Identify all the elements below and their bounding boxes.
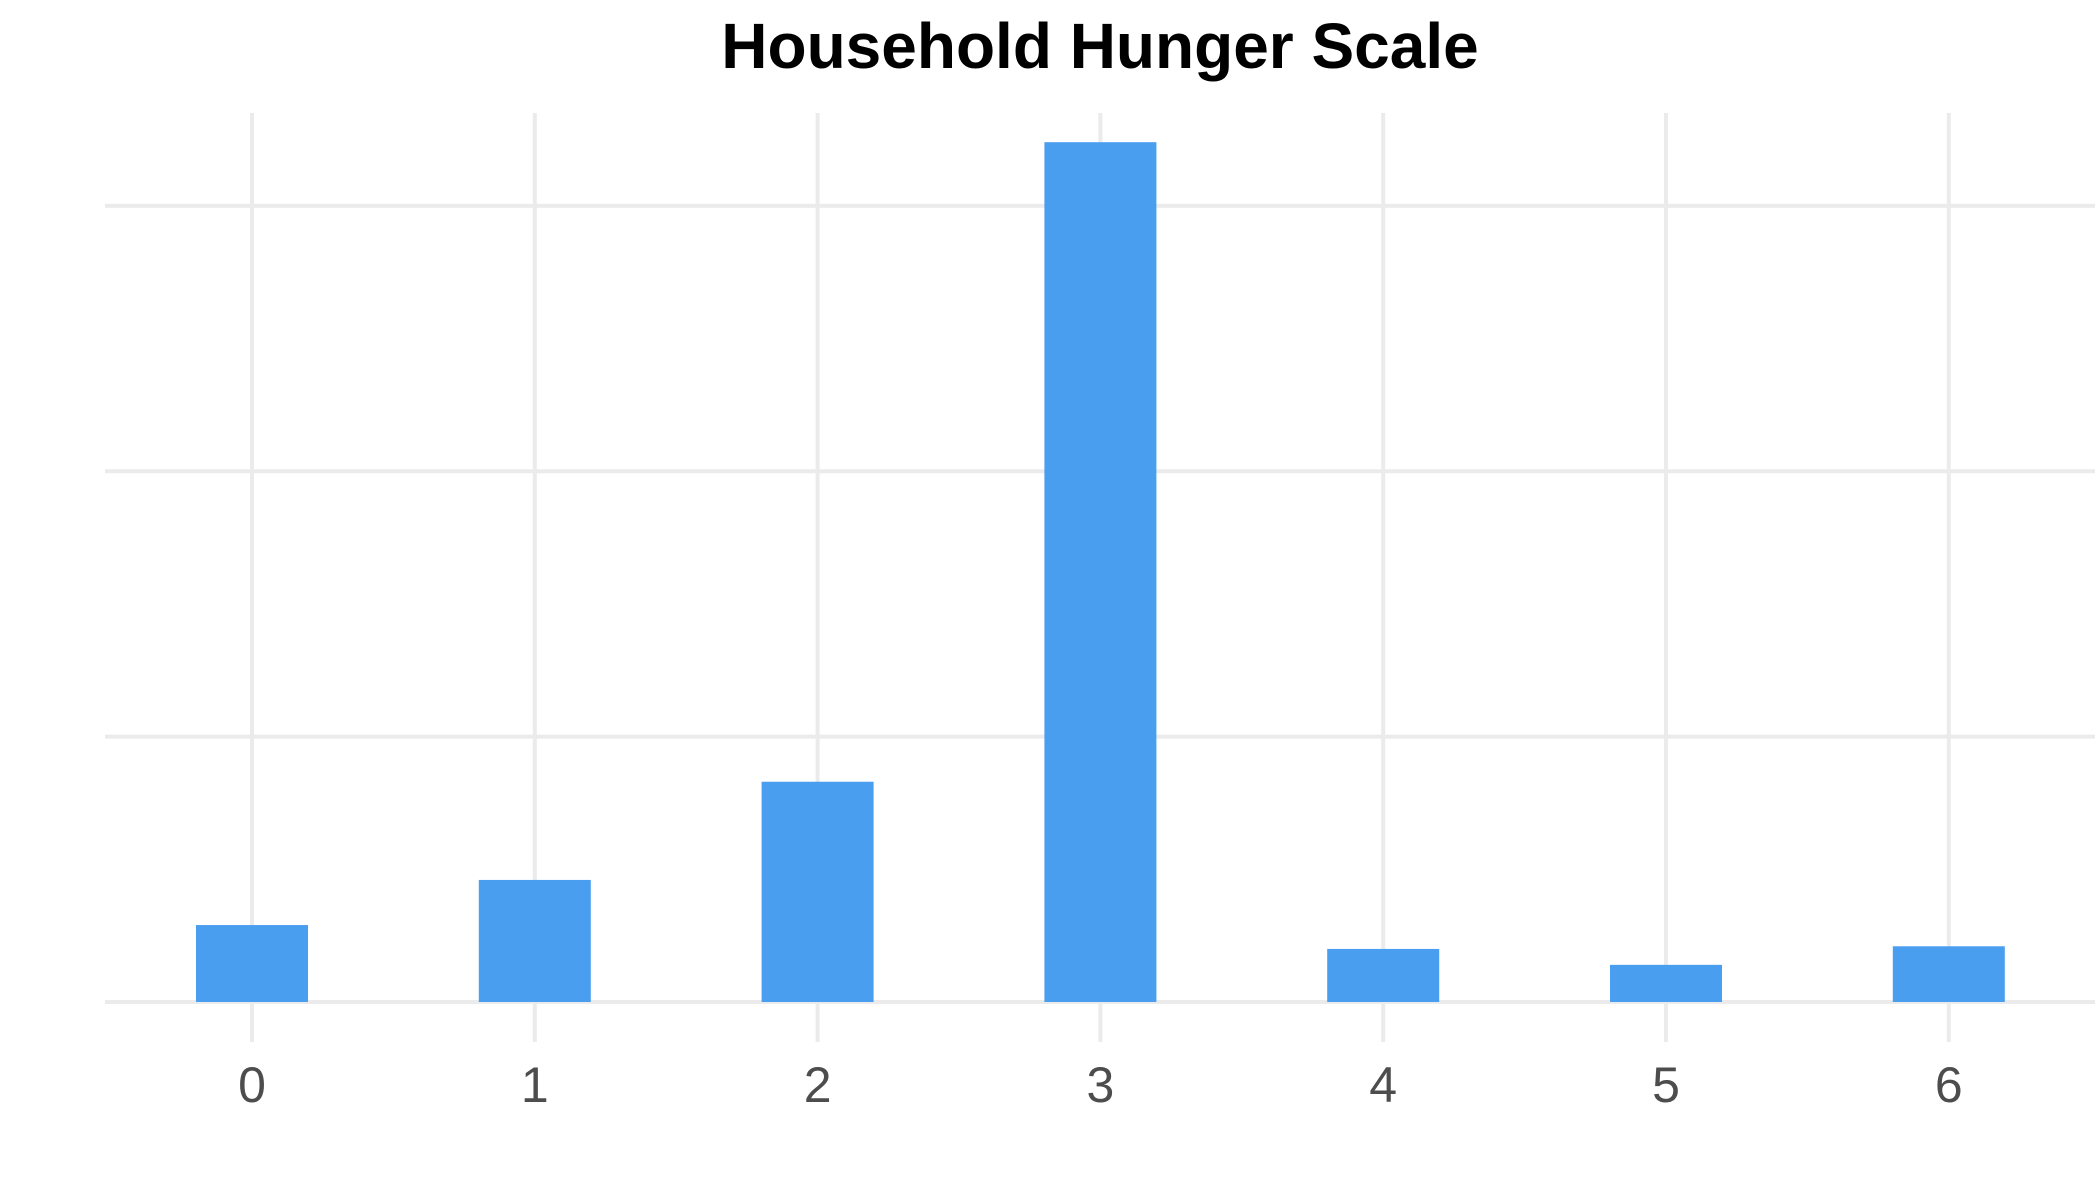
x-tick-label: 1 — [521, 1057, 549, 1113]
bar-2 — [761, 781, 874, 1002]
bar-1 — [478, 879, 591, 1002]
x-tick-label: 4 — [1369, 1057, 1397, 1113]
chart-title: Household Hunger Scale — [721, 10, 1478, 82]
x-axis-ticks: 0 1 2 3 4 5 6 — [238, 1057, 1963, 1113]
bars — [196, 142, 2005, 1002]
bar-5 — [1610, 964, 1722, 1002]
bar-6 — [1892, 946, 2005, 1002]
bar-3 — [1044, 142, 1157, 1002]
bar-0 — [196, 925, 308, 1002]
x-tick-label: 5 — [1652, 1057, 1680, 1113]
x-tick-label: 2 — [804, 1057, 832, 1113]
x-tick-label: 6 — [1935, 1057, 1963, 1113]
bar-4 — [1327, 948, 1440, 1002]
x-tick-label: 0 — [238, 1057, 266, 1113]
x-tick-label: 3 — [1086, 1057, 1114, 1113]
